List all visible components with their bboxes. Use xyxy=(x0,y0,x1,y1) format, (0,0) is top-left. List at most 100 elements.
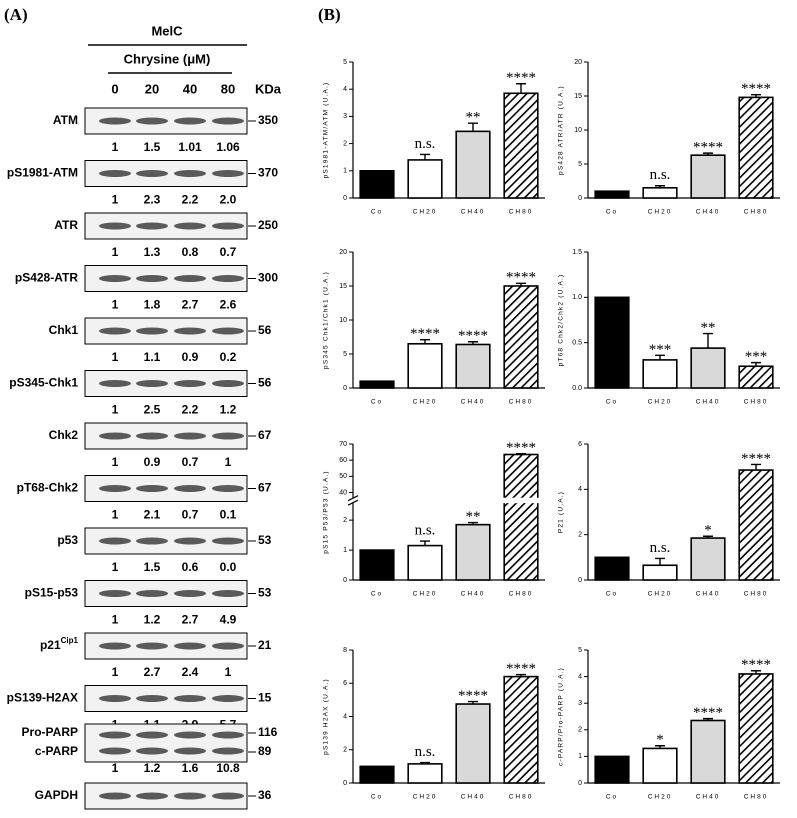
band xyxy=(174,747,206,755)
kda: 116 xyxy=(258,725,278,739)
significance: n.s. xyxy=(415,744,436,760)
quantification: 1.01 xyxy=(178,140,202,154)
bar xyxy=(503,675,539,784)
band xyxy=(136,275,168,282)
error-bar xyxy=(655,185,665,188)
bar xyxy=(690,347,726,389)
band xyxy=(174,275,206,282)
quantification: 0.9 xyxy=(182,350,199,364)
error-bar xyxy=(468,521,478,525)
significance: n.s. xyxy=(415,523,436,539)
error-bar xyxy=(516,282,526,286)
error-bar xyxy=(655,745,665,749)
row-label-text: pS1981-ATM xyxy=(7,166,78,180)
significance: **** xyxy=(506,270,536,286)
quantification: 1 xyxy=(112,665,119,679)
y-tick-label: 20 xyxy=(339,249,347,256)
bar xyxy=(738,673,774,784)
quantification: 10.8 xyxy=(216,761,240,775)
y-tick-label: 8 xyxy=(343,647,347,654)
band xyxy=(99,642,131,650)
row-label: pS139-H2AX xyxy=(7,691,78,705)
band xyxy=(212,731,244,739)
x-tick-label: CH20 xyxy=(648,209,673,216)
significance: n.s. xyxy=(415,136,436,152)
band xyxy=(99,117,131,125)
band xyxy=(212,642,244,650)
y-axis-label: pS345 Chk1/Chk1 (U.A.) xyxy=(323,271,330,369)
kda: 56 xyxy=(258,323,272,337)
y-axis-label: pT68 Chk2/Chk2 (U.A.) xyxy=(558,274,565,367)
band xyxy=(174,432,206,440)
y-tick-label: 1 xyxy=(343,547,347,554)
y-axis-label: P21 (U.A.) xyxy=(558,491,565,533)
row-label: ATM xyxy=(53,113,78,127)
band xyxy=(136,695,168,702)
significance: **** xyxy=(741,657,771,673)
error-bar xyxy=(703,152,713,156)
quantification: 2.7 xyxy=(182,613,199,627)
x-tick-label: CH20 xyxy=(648,591,673,598)
bar xyxy=(503,453,539,581)
kda: 67 xyxy=(258,428,272,442)
significance: *** xyxy=(649,342,672,358)
error-bar xyxy=(655,354,665,360)
group-label: MelC xyxy=(151,23,183,38)
quantification: 1.8 xyxy=(144,298,161,312)
quantification: 1 xyxy=(112,560,119,574)
band xyxy=(174,537,206,545)
axis-break-gap xyxy=(347,497,545,504)
band xyxy=(136,792,168,800)
error-bar xyxy=(703,535,713,539)
quantification: 0.9 xyxy=(144,455,161,469)
kda-header: KDa xyxy=(255,81,282,96)
significance: **** xyxy=(506,661,536,677)
row-label-text: pS15-p53 xyxy=(25,586,79,600)
y-axis-label: c-PARP/Pro-PARP (U.A.) xyxy=(558,667,565,766)
kda: 350 xyxy=(258,113,278,127)
dose-label: 40 xyxy=(183,81,197,96)
y-tick-label: 1 xyxy=(578,753,582,760)
y-tick-label: 2 xyxy=(343,747,347,754)
kda: 56 xyxy=(258,376,272,390)
x-tick-label: Co xyxy=(606,399,618,406)
band xyxy=(212,327,244,335)
row-label: p21Cip1 xyxy=(40,636,79,652)
row-label: Chk1 xyxy=(49,323,79,337)
significance: ** xyxy=(466,110,481,126)
blot xyxy=(84,723,248,763)
y-tick-label: 0 xyxy=(343,780,347,787)
y-tick-label: 1.0 xyxy=(572,294,582,301)
panel-label: (A) xyxy=(4,5,28,24)
significance: n.s. xyxy=(650,540,671,556)
x-tick-label: CH40 xyxy=(696,399,721,406)
bar xyxy=(455,523,491,581)
bar xyxy=(455,130,491,199)
y-tick-label: 0 xyxy=(578,577,582,584)
error-bar xyxy=(420,153,430,160)
y-tick-label: 40 xyxy=(339,489,347,496)
band xyxy=(136,380,168,387)
band xyxy=(212,222,244,230)
quantification: 1.2 xyxy=(144,613,161,627)
band xyxy=(99,327,131,335)
y-tick-label: 4 xyxy=(343,713,347,720)
band xyxy=(212,170,244,177)
band xyxy=(99,380,131,387)
error-bar xyxy=(751,463,761,471)
row-label: pS428-ATR xyxy=(15,271,78,285)
significance: n.s. xyxy=(650,167,671,183)
y-tick-label: 0 xyxy=(578,195,582,202)
error-bar xyxy=(516,83,526,94)
band xyxy=(212,432,244,440)
kda: 300 xyxy=(258,271,278,285)
quantification: 2.7 xyxy=(144,665,161,679)
band xyxy=(99,485,131,492)
y-tick-label: 2 xyxy=(578,727,582,734)
quantification: 0.7 xyxy=(220,245,237,259)
bar xyxy=(503,92,539,199)
kda: 15 xyxy=(258,691,272,705)
row-label: pS1981-ATM xyxy=(7,166,78,180)
band xyxy=(136,170,168,177)
row-label-text: pS345-Chk1 xyxy=(9,376,78,390)
